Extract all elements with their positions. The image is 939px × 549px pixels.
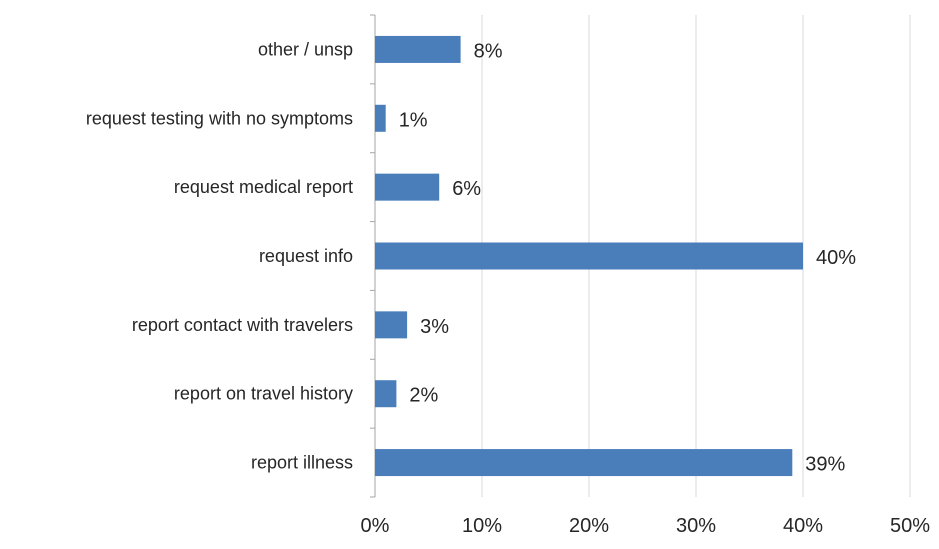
bar (375, 104, 386, 132)
bar (375, 35, 461, 63)
category-label: report on travel history (174, 384, 353, 404)
category-label: request medical report (174, 177, 353, 197)
data-label: 2% (409, 385, 438, 407)
data-label: 6% (452, 178, 481, 200)
data-label: 1% (399, 109, 428, 131)
x-tick-label: 20% (569, 515, 609, 537)
category-label: report illness (251, 453, 353, 473)
data-label: 3% (420, 316, 449, 338)
bar (375, 173, 440, 201)
x-tick-label: 30% (676, 515, 716, 537)
x-tick-label: 0% (361, 515, 390, 537)
bar (375, 311, 408, 339)
category-label: request info (259, 246, 353, 266)
x-tick-label: 10% (462, 515, 502, 537)
bar (375, 242, 803, 270)
bar (375, 449, 793, 477)
data-label: 40% (816, 247, 856, 269)
category-label: other / unsp (258, 39, 353, 59)
x-tick-label: 40% (783, 515, 823, 537)
data-label: 8% (474, 40, 503, 62)
x-tick-label: 50% (890, 515, 930, 537)
category-label: report contact with travelers (132, 315, 353, 335)
data-label: 39% (805, 454, 845, 476)
bar (375, 380, 397, 408)
category-label: request testing with no symptoms (86, 108, 353, 128)
